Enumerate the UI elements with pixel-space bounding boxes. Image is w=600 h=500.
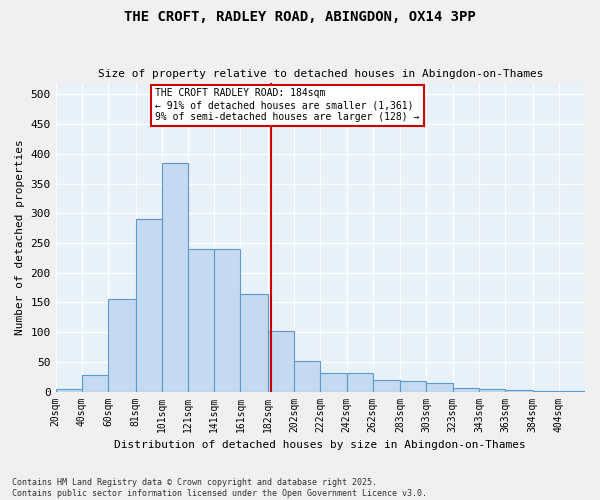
Bar [294, 360, 320, 392]
Bar [320, 372, 347, 392]
Title: Size of property relative to detached houses in Abingdon-on-Thames: Size of property relative to detached ho… [98, 69, 543, 79]
Bar [533, 391, 559, 392]
Bar [452, 388, 479, 392]
Bar [82, 375, 108, 392]
Bar [241, 294, 268, 392]
Bar [373, 380, 400, 392]
Bar [427, 382, 452, 392]
Bar [505, 390, 533, 392]
Bar [162, 163, 188, 392]
Bar [56, 388, 82, 392]
Bar [400, 381, 427, 392]
Text: Contains HM Land Registry data © Crown copyright and database right 2025.
Contai: Contains HM Land Registry data © Crown c… [12, 478, 427, 498]
Bar [214, 249, 241, 392]
Bar [479, 389, 505, 392]
Text: THE CROFT, RADLEY ROAD, ABINGDON, OX14 3PP: THE CROFT, RADLEY ROAD, ABINGDON, OX14 3… [124, 10, 476, 24]
Bar [188, 249, 214, 392]
Bar [268, 331, 294, 392]
Bar [108, 300, 136, 392]
Y-axis label: Number of detached properties: Number of detached properties [15, 139, 25, 335]
Bar [347, 372, 373, 392]
Bar [559, 391, 585, 392]
Bar [136, 219, 162, 392]
X-axis label: Distribution of detached houses by size in Abingdon-on-Thames: Distribution of detached houses by size … [115, 440, 526, 450]
Text: THE CROFT RADLEY ROAD: 184sqm
← 91% of detached houses are smaller (1,361)
9% of: THE CROFT RADLEY ROAD: 184sqm ← 91% of d… [155, 88, 419, 122]
